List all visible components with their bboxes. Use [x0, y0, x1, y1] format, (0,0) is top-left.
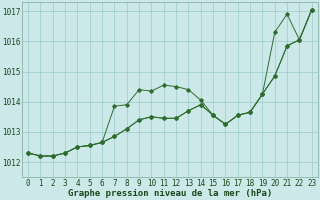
- X-axis label: Graphe pression niveau de la mer (hPa): Graphe pression niveau de la mer (hPa): [68, 189, 272, 198]
